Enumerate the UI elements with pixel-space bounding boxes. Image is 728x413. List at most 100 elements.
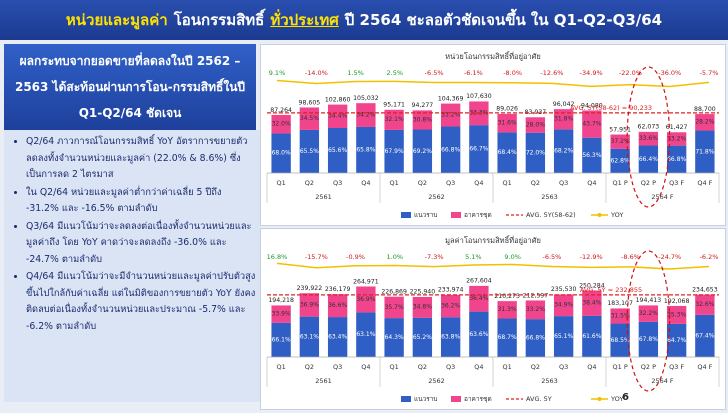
x-tick-label: Q3	[333, 179, 342, 187]
segment-label: 62.8%	[611, 157, 630, 164]
segment-label: 65.8%	[356, 146, 375, 153]
yoy-label: -14.0%	[305, 69, 328, 77]
yoy-label: 1.5%	[347, 69, 364, 77]
segment-label: 66.8%	[441, 146, 460, 153]
yoy-label: -34.9%	[580, 69, 603, 77]
segment-label: 32.6%	[695, 301, 714, 308]
yoy-label: -7.3%	[425, 253, 444, 261]
chart-title: มูลค่าโอนกรรมสิทธิ์ที่อยู่อาศัย	[445, 235, 541, 245]
segment-label: 31.3%	[498, 306, 517, 313]
segment-label: 33.2%	[526, 306, 545, 313]
bar-segment	[271, 322, 292, 357]
bar-segment	[271, 305, 292, 323]
total-label: 212,597	[523, 292, 549, 299]
bar-segment	[610, 148, 631, 173]
total-label: 264,971	[353, 278, 379, 285]
bar-segment	[610, 134, 631, 149]
total-label: 226,869	[381, 289, 407, 296]
x-tick-label: Q2	[418, 363, 427, 371]
legend-label: AVG. 5Y(58-62)	[526, 211, 576, 219]
total-label: 194,218	[268, 297, 294, 304]
segment-label: 34.9%	[554, 302, 573, 309]
total-label: 89,026	[496, 106, 518, 113]
total-label: 96,042	[553, 101, 575, 108]
x-tick-label: Q1	[276, 179, 285, 187]
bar-segment	[384, 296, 405, 319]
bar-segment	[355, 126, 376, 173]
group-label: 2563	[541, 193, 558, 201]
bar-segment	[355, 286, 376, 313]
total-label: 105,032	[353, 95, 379, 102]
x-tick-label: Q1	[502, 363, 511, 371]
segment-label: 32.2%	[639, 310, 658, 317]
segment-label: 63.4%	[328, 334, 347, 341]
title-bar: หน่วยและมูลค่า โอนกรรมสิทธิ์ ทั่วประเทศ …	[0, 0, 728, 40]
bar-segment	[553, 294, 574, 317]
segment-label: 67.9%	[385, 148, 404, 155]
highlight-ellipse	[626, 250, 671, 392]
segment-label: 28.2%	[695, 119, 714, 126]
bar-segment	[525, 300, 546, 320]
legend-label: แนวราบ	[414, 395, 438, 403]
title-part: ทั่วประเทศ	[270, 11, 339, 29]
x-tick-label: Q4	[474, 179, 483, 187]
segment-label: 34.8%	[413, 304, 432, 311]
title-part: โอนกรรมสิทธิ์	[173, 11, 265, 29]
total-label: 233,974	[438, 287, 464, 294]
bar-segment	[610, 323, 631, 357]
bar-segment	[412, 296, 433, 318]
bar-segment	[553, 129, 574, 173]
yoy-label: 2.5%	[387, 69, 404, 77]
bullet: Q3/64 มีแนวโน้มว่าจะลดลงต่อเนื่องทั้งจำน…	[26, 219, 256, 269]
segment-label: 36.2%	[441, 302, 460, 309]
average-label: AVG. 5Y = 232,855	[580, 286, 642, 294]
bar-segment	[610, 308, 631, 324]
bar-segment	[412, 110, 433, 130]
segment-label: 32.1%	[385, 116, 404, 123]
legend-label: YOY	[610, 395, 623, 403]
legend-swatch	[451, 396, 461, 402]
segment-label: 43.7%	[582, 120, 601, 127]
total-label: 57,951	[609, 126, 631, 133]
segment-label: 66.8%	[667, 156, 686, 163]
bar-segment	[581, 290, 602, 316]
segment-label: 37.2%	[611, 138, 630, 145]
segment-label: 31.5%	[611, 312, 630, 319]
yoy-label: -36.0%	[658, 69, 681, 77]
title-part: หน่วยและมูลค่า	[65, 11, 168, 29]
segment-label: 34.5%	[300, 115, 319, 122]
segment-label: 68.5%	[611, 337, 630, 344]
segment-label: 31.8%	[554, 116, 573, 123]
bar-segment	[694, 113, 715, 131]
bar-segment	[553, 316, 574, 357]
yoy-label: -12.6%	[540, 69, 563, 77]
total-label: 225,940	[410, 289, 436, 296]
bar-segment	[384, 318, 405, 357]
segment-label: 36.9%	[356, 296, 375, 303]
bar-segment	[638, 131, 659, 146]
yoy-label: 5.1%	[465, 253, 482, 261]
total-label: 88,700	[694, 106, 716, 113]
bar-segment	[271, 114, 292, 134]
bar-segment	[581, 137, 602, 173]
segment-label: 61.6%	[582, 333, 601, 340]
segment-label: 36.4%	[469, 295, 488, 302]
bar-segment	[440, 126, 461, 173]
x-tick-label: Q4	[587, 179, 596, 187]
segment-label: 35.3%	[667, 311, 686, 318]
x-tick-label: Q2 P	[641, 179, 656, 187]
segment-label: 63.1%	[356, 331, 375, 338]
yoy-label: -12.9%	[580, 253, 603, 261]
bar-segment	[327, 128, 348, 173]
segment-label: 33.6%	[639, 135, 658, 142]
chart-panel: มูลค่าโอนกรรมสิทธิ์ที่อยู่อาศัย 16.8% -15.…	[260, 228, 726, 410]
x-tick-label: Q3	[446, 363, 455, 371]
x-tick-label: Q3	[333, 363, 342, 371]
x-tick-label: Q4	[474, 363, 483, 371]
total-label: 98,605	[299, 99, 321, 106]
segment-label: 64.7%	[667, 337, 686, 344]
segment-label: 68.0%	[272, 150, 291, 157]
yoy-label: -6.2%	[700, 253, 719, 261]
segment-label: 66.8%	[526, 335, 545, 342]
